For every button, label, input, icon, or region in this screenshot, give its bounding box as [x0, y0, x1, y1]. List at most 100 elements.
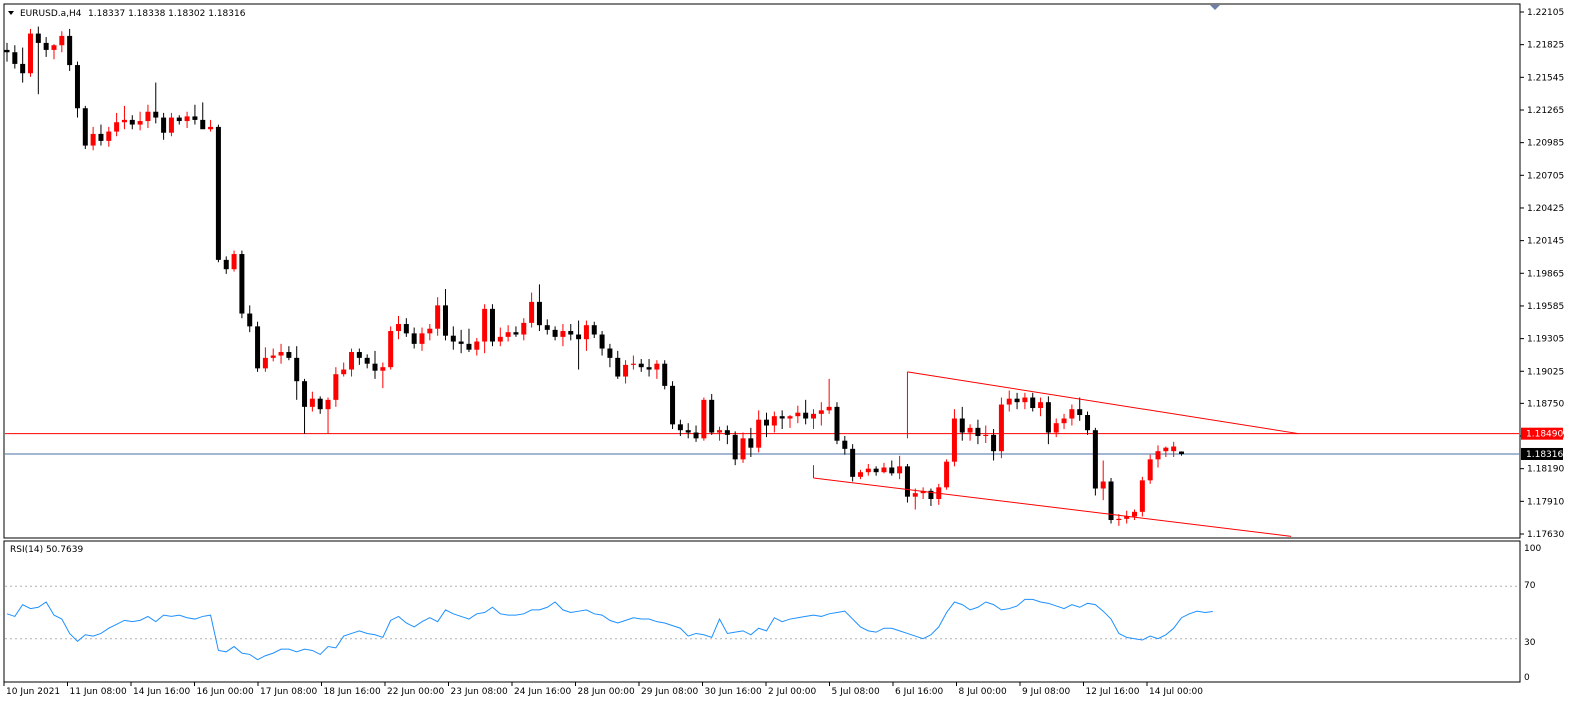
- x-tick-label: 5 Jul 08:00: [832, 687, 881, 697]
- candle-body: [20, 63, 26, 74]
- candle: [576, 320, 582, 370]
- candle: [1030, 392, 1036, 412]
- candle: [889, 460, 895, 476]
- rsi-levels: [5, 585, 1519, 640]
- candle: [795, 405, 801, 424]
- candle-body: [677, 424, 683, 431]
- candle: [106, 126, 112, 147]
- candle-body: [764, 419, 770, 426]
- symbol-dropdown-icon[interactable]: [8, 11, 14, 15]
- candle: [513, 326, 519, 337]
- price-channel[interactable]: [812, 371, 1300, 537]
- candle-body: [889, 467, 895, 474]
- candle-body: [904, 466, 910, 497]
- candle-body: [630, 363, 636, 365]
- time-axis: 10 Jun 2021 11 Jun 08:00 14 Jun 16:00 16 Ju…: [3, 682, 1203, 697]
- candle-body: [380, 367, 386, 371]
- y-tick-label: 1.17910: [1527, 497, 1564, 507]
- candle-body: [1030, 397, 1036, 409]
- candle-body: [278, 352, 284, 356]
- candle-body: [1006, 398, 1012, 405]
- candle: [897, 455, 903, 480]
- candle: [529, 292, 535, 328]
- y-tick-label: 1.19025: [1527, 367, 1564, 377]
- x-tick-label: 18 Jun 16:00: [324, 687, 381, 697]
- candle: [1053, 418, 1059, 438]
- candle: [709, 394, 715, 435]
- candle: [983, 425, 989, 444]
- candle: [771, 411, 777, 433]
- candle-body: [583, 325, 589, 340]
- resistance-price-bg: [1521, 427, 1563, 440]
- candle-body: [1139, 480, 1145, 512]
- candle-body: [145, 111, 151, 122]
- candle-body: [129, 119, 135, 125]
- x-tick-label: 11 Jun 08:00: [70, 687, 127, 697]
- candle-body: [724, 430, 730, 435]
- channel-upper-line: [907, 371, 1300, 435]
- candle-body: [200, 119, 206, 130]
- candle-body: [90, 133, 96, 146]
- candle-body: [951, 418, 957, 462]
- candle-body: [121, 119, 127, 123]
- candle-body: [137, 121, 143, 125]
- candle: [670, 381, 676, 430]
- candle: [944, 459, 950, 490]
- y-tick-label: 1.18750: [1527, 399, 1564, 409]
- candle: [168, 112, 174, 137]
- candle: [1108, 478, 1114, 524]
- candle: [372, 350, 378, 379]
- candle: [583, 320, 589, 351]
- candle-body: [787, 416, 793, 419]
- candle: [200, 102, 206, 130]
- y-tick-label: 1.20985: [1527, 139, 1564, 149]
- price-lines: [5, 433, 1519, 455]
- candle-body: [513, 332, 519, 335]
- candle-body: [192, 116, 198, 120]
- candle: [215, 124, 221, 263]
- candle-body: [341, 369, 347, 375]
- candle: [12, 45, 18, 69]
- candle: [1147, 454, 1153, 484]
- x-tick-label: 10 Jun 2021: [6, 687, 60, 697]
- candle: [818, 402, 824, 426]
- candle-body: [372, 363, 378, 371]
- candle: [435, 297, 441, 336]
- candle-body: [1116, 518, 1122, 521]
- candle: [380, 362, 386, 389]
- candle: [442, 289, 448, 341]
- candle: [967, 424, 973, 441]
- candle-body: [967, 427, 973, 433]
- y-tick-label: 1.21825: [1527, 41, 1564, 51]
- candle: [51, 44, 57, 60]
- candle: [756, 410, 762, 453]
- candle: [403, 318, 409, 337]
- candle: [121, 105, 127, 130]
- candle-body: [223, 259, 229, 270]
- candle: [677, 419, 683, 437]
- chart-shift-marker-icon[interactable]: [1210, 5, 1220, 10]
- candle: [419, 327, 425, 351]
- candle: [826, 378, 832, 414]
- y-tick-label: 1.19585: [1527, 302, 1564, 312]
- candle: [114, 112, 120, 137]
- candle: [850, 444, 856, 482]
- candle: [1006, 390, 1012, 412]
- candle: [810, 409, 816, 430]
- candle-body: [98, 133, 104, 141]
- candle: [568, 324, 574, 341]
- candle-body: [779, 416, 785, 419]
- candle: [991, 429, 997, 461]
- candle-body: [756, 419, 762, 448]
- candle-body: [1124, 516, 1130, 519]
- candle-body: [43, 42, 49, 50]
- candle-body: [818, 410, 824, 414]
- candle-body: [529, 301, 535, 323]
- candle: [489, 304, 495, 347]
- candle: [278, 343, 284, 364]
- candle-body: [176, 117, 182, 122]
- candle-body: [654, 363, 660, 370]
- rsi-series: [6, 598, 1213, 661]
